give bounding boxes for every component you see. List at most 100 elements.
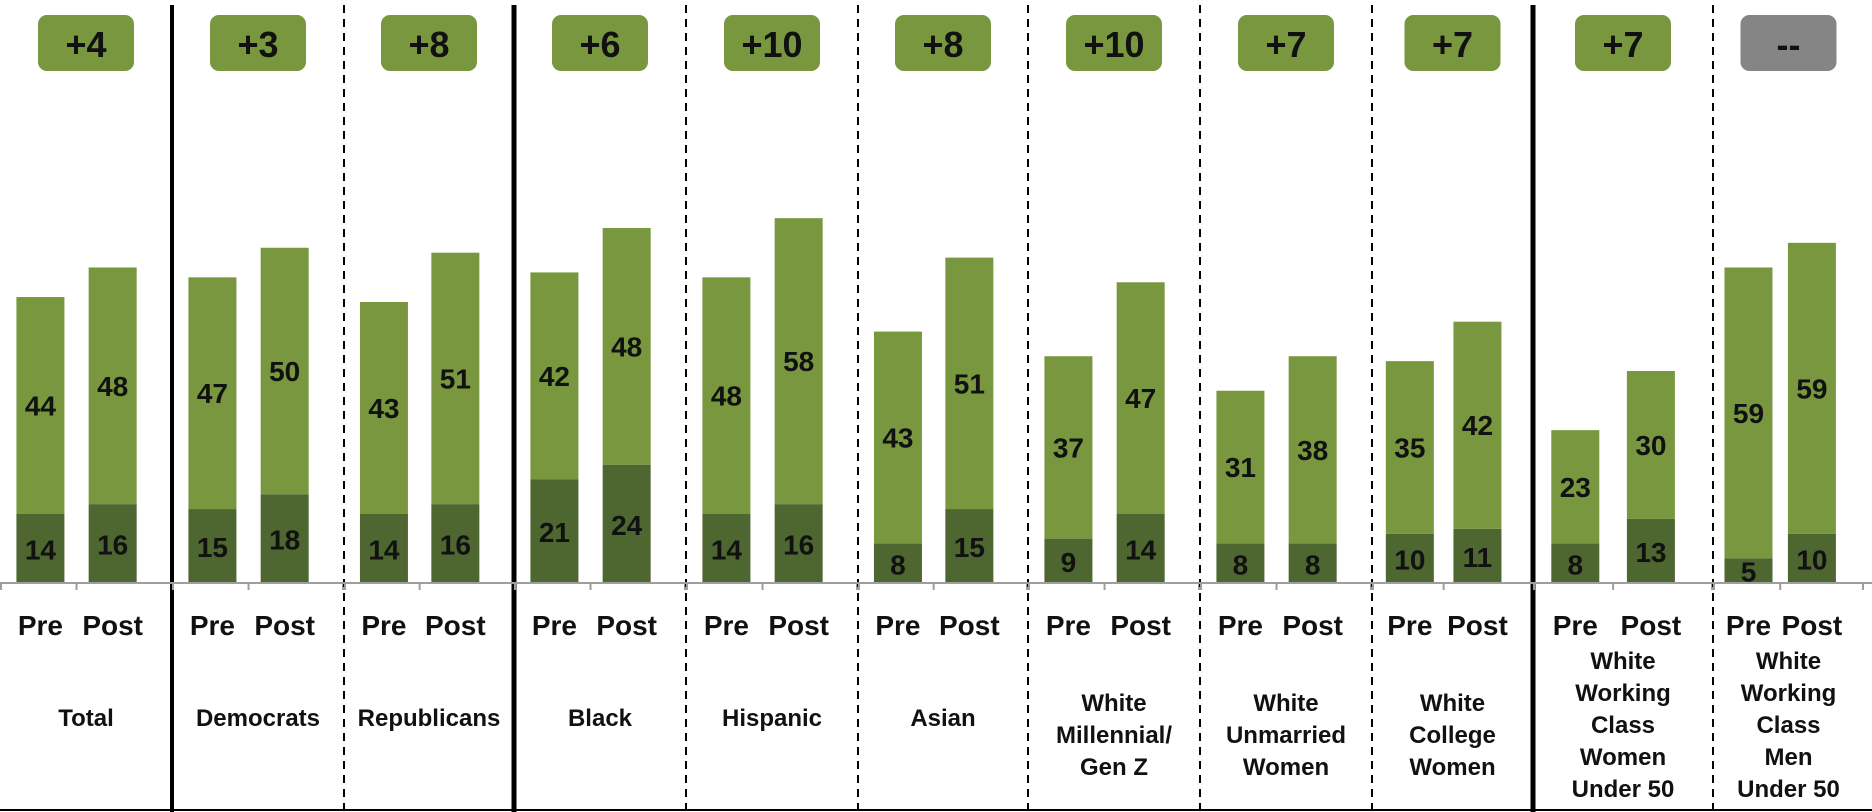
value-label-light: 47 — [1125, 383, 1156, 414]
bar-segment-dark — [1626, 518, 1675, 583]
value-label-light: 48 — [97, 371, 128, 402]
bar-segment-light — [873, 331, 922, 544]
bar-segment-light — [16, 297, 65, 514]
group-label: White — [1590, 648, 1655, 675]
value-label-light: 35 — [1394, 432, 1425, 463]
bar-segment-dark — [602, 464, 651, 583]
x-tick-label: Pre — [1387, 610, 1432, 641]
bar-segment-light — [1216, 390, 1265, 544]
change-badge-label: -- — [1777, 24, 1801, 65]
bar-segment-light — [359, 301, 408, 514]
bar-segment-light — [1626, 371, 1675, 519]
value-label-dark: 11 — [1463, 542, 1493, 573]
change-badge — [210, 15, 306, 71]
bar-segment-light — [88, 267, 137, 505]
x-tick-label: Pre — [361, 610, 406, 641]
bar-segment-dark — [1216, 543, 1265, 583]
group-label: Class — [1756, 712, 1820, 739]
value-label-light: 42 — [539, 361, 570, 392]
group-label: Working — [1575, 680, 1671, 707]
value-label-dark: 10 — [1796, 544, 1827, 575]
group-label: Hispanic — [722, 705, 822, 732]
change-badge-label: +4 — [65, 24, 106, 65]
group-label: Women — [1580, 744, 1666, 771]
x-tick-label: Post — [1282, 610, 1343, 641]
value-label-dark: 8 — [1305, 549, 1321, 580]
group-label: Men — [1765, 744, 1813, 771]
bar-segment-dark — [1385, 533, 1434, 583]
value-label-light: 43 — [882, 423, 913, 454]
bar-segment-light — [1787, 242, 1836, 534]
bar-segment-dark — [431, 504, 480, 583]
bar-segment-light — [1724, 267, 1773, 559]
group-label: Total — [58, 705, 114, 732]
x-tick-label: Post — [1447, 610, 1508, 641]
value-label-light: 58 — [783, 346, 814, 377]
value-label-light: 59 — [1733, 398, 1764, 429]
group-label: Under 50 — [1572, 776, 1675, 803]
x-tick-label: Pre — [704, 610, 749, 641]
bar-segment-light — [774, 218, 823, 505]
x-tick-label: Post — [1782, 610, 1843, 641]
value-label-dark: 13 — [1635, 537, 1666, 568]
value-label-light: 51 — [440, 363, 471, 394]
value-label-dark: 8 — [1568, 549, 1584, 580]
bar-segment-dark — [1787, 533, 1836, 583]
bar-segment-light — [1044, 356, 1093, 539]
x-tick-label: Pre — [190, 610, 235, 641]
bar-segment-dark — [188, 509, 237, 583]
bar-segment-light — [945, 257, 994, 510]
value-label-light: 48 — [711, 381, 742, 412]
bar-segment-dark — [260, 494, 309, 583]
bar-segment-light — [1551, 430, 1600, 544]
bar-segment-dark — [1724, 558, 1773, 583]
group-label: White — [1081, 690, 1146, 717]
change-badge — [552, 15, 648, 71]
change-badge — [1238, 15, 1334, 71]
value-label-dark: 15 — [197, 532, 228, 563]
x-tick-label: Pre — [1218, 610, 1263, 641]
bar-segment-dark — [16, 513, 65, 583]
bar-segment-light — [530, 272, 579, 480]
value-label-light: 51 — [954, 368, 985, 399]
value-label-dark: 8 — [1233, 549, 1249, 580]
change-badge — [1575, 15, 1671, 71]
change-badge-label: +10 — [1083, 24, 1144, 65]
bar-segment-light — [702, 277, 751, 514]
change-badge-label: +8 — [408, 24, 449, 65]
change-badge — [895, 15, 991, 71]
value-label-dark: 14 — [711, 534, 743, 565]
value-label-light: 50 — [269, 356, 300, 387]
bar-segment-light — [431, 252, 480, 505]
bar-segment-dark — [1551, 543, 1600, 583]
group-label: Gen Z — [1080, 754, 1148, 781]
bar-segment-light — [260, 247, 309, 495]
group-label: Women — [1243, 754, 1329, 781]
value-label-dark: 9 — [1061, 547, 1077, 578]
x-tick-label: Pre — [1046, 610, 1091, 641]
x-tick-label: Post — [1621, 610, 1682, 641]
group-label: Asian — [910, 705, 975, 732]
bar-segment-light — [188, 277, 237, 510]
value-label-dark: 14 — [1125, 534, 1157, 565]
value-label-light: 31 — [1225, 452, 1256, 483]
x-tick-label: Pre — [1553, 610, 1598, 641]
value-label-light: 43 — [368, 393, 399, 424]
value-label-dark: 21 — [539, 517, 570, 548]
group-label: White — [1756, 648, 1821, 675]
x-tick-label: Post — [939, 610, 1000, 641]
change-badge — [38, 15, 134, 71]
group-label: Under 50 — [1737, 776, 1840, 803]
value-label-light: 47 — [197, 378, 228, 409]
bar-segment-light — [1288, 356, 1337, 544]
x-tick-label: Pre — [1726, 610, 1771, 641]
x-tick-label: Pre — [875, 610, 920, 641]
value-label-light: 48 — [611, 331, 642, 362]
bar-segment-light — [1453, 321, 1502, 529]
change-badge — [381, 15, 477, 71]
change-badge — [1066, 15, 1162, 71]
change-badge — [1404, 15, 1501, 71]
x-tick-label: Post — [82, 610, 143, 641]
change-badge-label: +3 — [237, 24, 278, 65]
